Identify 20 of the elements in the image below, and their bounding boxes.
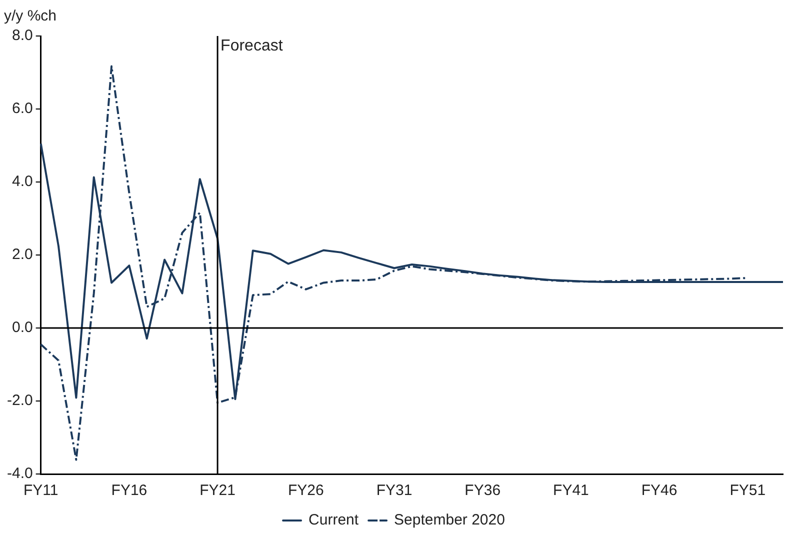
x-tick-label: FY51	[730, 482, 766, 500]
y-tick-label: 4.0	[12, 173, 33, 190]
x-tick-label: FY31	[376, 482, 412, 500]
x-tick-label: FY16	[111, 482, 148, 500]
legend-label: September 2020	[394, 512, 505, 529]
x-tick-label: FY26	[288, 482, 324, 500]
y-tick-label: -4.0	[6, 465, 33, 482]
x-tick-label: FY36	[464, 482, 501, 500]
x-tick-label: FY46	[641, 482, 678, 500]
y-tick-label: 8.0	[12, 27, 33, 44]
x-tick-label: FY11	[23, 482, 58, 500]
x-tick-label: FY21	[200, 482, 236, 500]
y-tick-label: 6.0	[12, 100, 33, 118]
y-tick-label: 0.0	[12, 319, 33, 336]
x-tick-label: FY41	[553, 482, 589, 500]
ref-line-label: Forecast	[220, 37, 284, 54]
y-axis-title: y/y %ch	[4, 8, 57, 25]
y-tick-label: 2.0	[12, 246, 33, 264]
legend-label: Current	[308, 512, 360, 529]
y-tick-label: -2.0	[6, 392, 33, 410]
